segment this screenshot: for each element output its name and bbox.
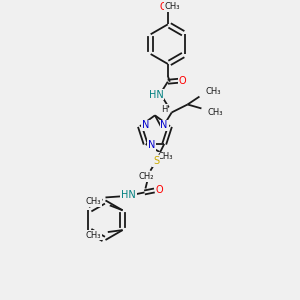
Text: N: N: [160, 120, 168, 130]
Text: HN: HN: [148, 90, 163, 100]
Text: CH₃: CH₃: [85, 197, 101, 206]
Text: CH₂: CH₂: [139, 172, 154, 181]
Text: S: S: [153, 156, 159, 166]
Text: CH₃: CH₃: [206, 87, 221, 96]
Text: CH₃: CH₃: [165, 2, 181, 11]
Text: N: N: [148, 140, 155, 150]
Text: CH₃: CH₃: [158, 152, 173, 161]
Text: O: O: [159, 2, 167, 12]
Text: H: H: [161, 105, 167, 114]
Text: O: O: [155, 185, 163, 196]
Text: HN: HN: [121, 190, 136, 200]
Text: N: N: [142, 120, 149, 130]
Text: CH₃: CH₃: [207, 108, 223, 117]
Text: CH₃: CH₃: [85, 230, 101, 239]
Text: O: O: [179, 76, 186, 86]
